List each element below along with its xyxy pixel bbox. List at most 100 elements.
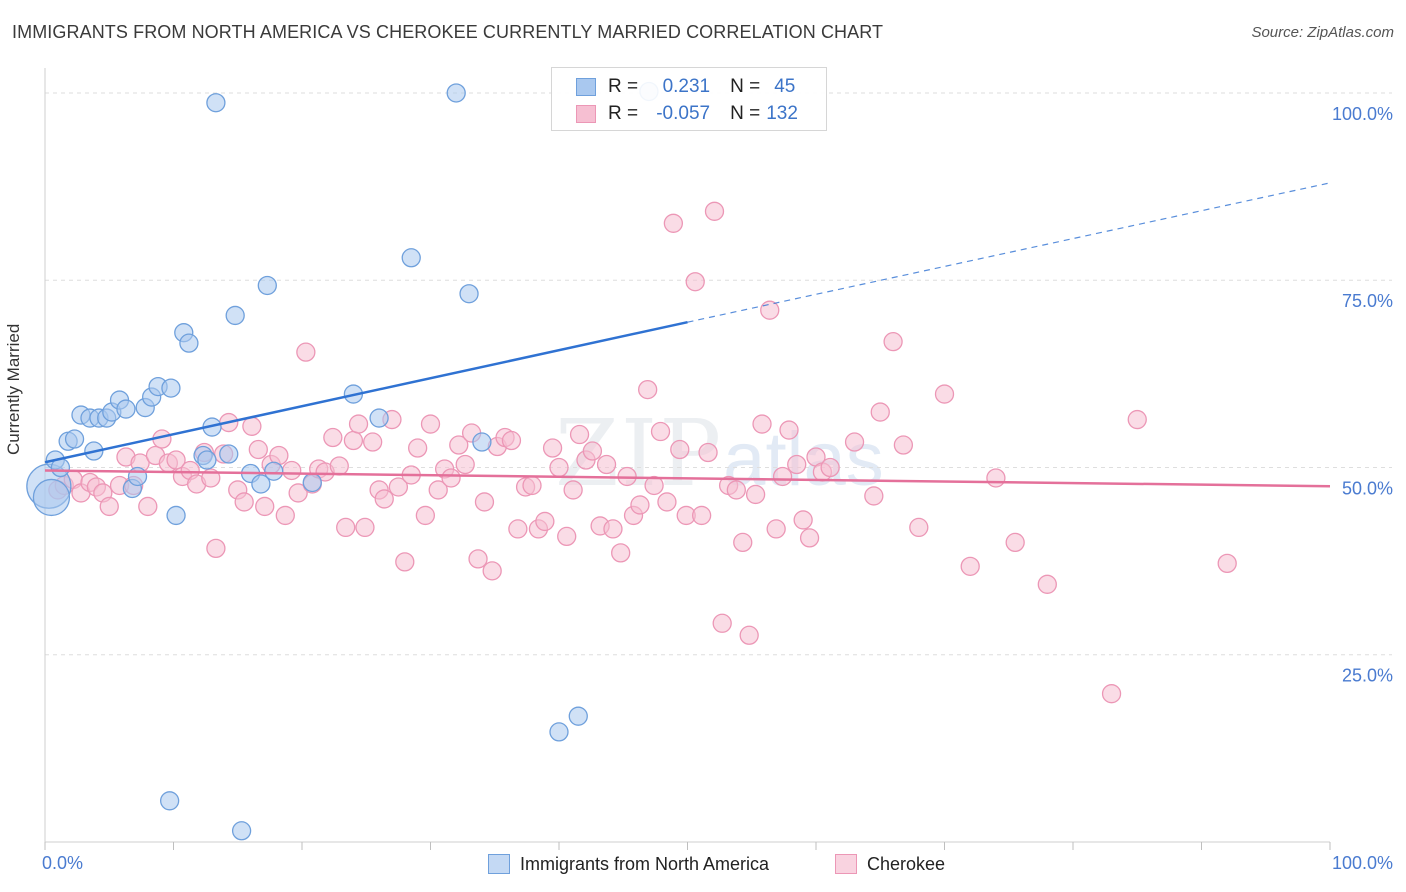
legend-row-immigrants: R = 0.231 N = 45 bbox=[576, 75, 795, 99]
cherokee-point bbox=[611, 543, 631, 563]
immigrants-trend-extension bbox=[687, 182, 1331, 323]
legend-item-immigrants: Immigrants from North America bbox=[488, 851, 769, 877]
cherokee-point bbox=[704, 201, 725, 221]
y-tick-label: 100.0% bbox=[1332, 104, 1393, 124]
y-axis-label: Currently Married bbox=[4, 323, 23, 455]
immigrants-point bbox=[264, 461, 284, 481]
immigrants-point bbox=[179, 333, 199, 353]
cherokee-point bbox=[820, 457, 840, 478]
cherokee-point bbox=[395, 552, 415, 572]
cherokee-point bbox=[793, 510, 813, 530]
cherokee-point bbox=[870, 402, 890, 422]
cherokee-point bbox=[582, 441, 603, 461]
cherokee-point bbox=[138, 496, 158, 517]
cherokee-point bbox=[468, 549, 488, 569]
correlation-legend: R = 0.231 N = 45 R = -0.057 N = 132 bbox=[551, 67, 827, 131]
axes bbox=[44, 68, 1331, 850]
cherokee-point bbox=[739, 625, 759, 645]
immigrants-point bbox=[116, 399, 136, 419]
cherokee-point bbox=[1005, 532, 1025, 553]
legend-r-value: -0.057 bbox=[656, 103, 711, 124]
cherokee-point bbox=[893, 435, 914, 455]
trend-lines bbox=[44, 182, 1331, 488]
legend-label-immigrants: Immigrants from North America bbox=[520, 853, 770, 874]
legend-n-value: 45 bbox=[774, 76, 796, 97]
x-tick-label: 0.0% bbox=[42, 853, 83, 873]
immigrants-point bbox=[225, 305, 245, 326]
cherokee-point bbox=[569, 424, 590, 445]
legend-item-cherokee: Cherokee bbox=[835, 851, 945, 877]
immigrants-point bbox=[257, 275, 277, 296]
cherokee-point bbox=[563, 480, 583, 500]
cherokee-trend-line bbox=[44, 469, 1331, 488]
cherokee-point bbox=[420, 414, 441, 434]
cherokee-point bbox=[779, 420, 799, 440]
cherokee-point bbox=[691, 505, 712, 526]
chart-title: IMMIGRANTS FROM NORTH AMERICA VS CHEROKE… bbox=[12, 22, 884, 42]
cherokee-point bbox=[336, 517, 356, 538]
immigrants-point bbox=[32, 478, 71, 517]
cherokee-point bbox=[630, 495, 650, 515]
cherokee-point bbox=[760, 300, 780, 320]
cherokee-point bbox=[663, 213, 684, 233]
tick-labels: 25.0% 50.0% 75.0% 100.0% 0.0% 100.0% bbox=[42, 104, 1393, 873]
cherokee-point bbox=[909, 517, 929, 538]
immigrants-trend-line bbox=[44, 320, 688, 464]
cherokee-point bbox=[282, 460, 302, 481]
cherokee-point bbox=[374, 489, 394, 509]
legend-swatch-immigrants bbox=[488, 854, 510, 874]
cherokee-point bbox=[248, 439, 268, 460]
cherokee-point bbox=[549, 457, 569, 478]
y-tick-label: 75.0% bbox=[1342, 291, 1393, 311]
cherokee-point bbox=[712, 613, 732, 633]
cherokee-point bbox=[329, 456, 349, 476]
immigrants-point bbox=[231, 821, 252, 841]
cherokee-point bbox=[745, 484, 766, 505]
cherokee-point bbox=[288, 483, 308, 503]
immigrants-point bbox=[161, 378, 181, 398]
cherokee-point bbox=[323, 427, 343, 448]
immigrants-point bbox=[369, 408, 389, 428]
immigrants-point bbox=[446, 83, 466, 103]
immigrants-point bbox=[302, 472, 322, 493]
cherokee-point bbox=[596, 454, 617, 475]
cherokee-point bbox=[482, 561, 502, 581]
cherokee-point bbox=[644, 475, 664, 496]
cherokee-point bbox=[296, 342, 316, 362]
cherokee-point bbox=[960, 556, 980, 577]
cherokee-point bbox=[535, 511, 555, 532]
cherokee-point bbox=[441, 468, 461, 488]
immigrants-point bbox=[401, 248, 421, 268]
cherokee-point bbox=[501, 430, 522, 451]
legend-swatch-cherokee bbox=[576, 105, 596, 123]
cherokee-point bbox=[864, 486, 884, 506]
cherokee-point bbox=[685, 272, 705, 292]
cherokee-point bbox=[986, 468, 1006, 488]
legend-row-cherokee: R = -0.057 N = 132 bbox=[576, 102, 798, 126]
cherokee-point bbox=[698, 442, 718, 463]
cherokee-point bbox=[733, 532, 753, 553]
cherokee-point bbox=[242, 416, 262, 436]
cherokee-point bbox=[522, 475, 542, 496]
cherokee-point bbox=[206, 538, 226, 559]
cherokee-point bbox=[603, 519, 623, 539]
cherokee-point bbox=[343, 430, 364, 451]
cherokee-point bbox=[752, 414, 772, 434]
cherokee-point bbox=[557, 526, 577, 547]
immigrants-point bbox=[159, 791, 180, 811]
legend-r-label: R = bbox=[608, 76, 639, 97]
cherokee-point bbox=[508, 519, 528, 539]
cherokee-point bbox=[638, 379, 658, 400]
immigrants-point bbox=[549, 722, 569, 742]
cherokee-point bbox=[455, 454, 475, 475]
legend-r-value: 0.231 bbox=[662, 76, 711, 97]
cherokee-point bbox=[407, 438, 428, 458]
immigrants-point bbox=[459, 284, 479, 304]
cherokee-point bbox=[1127, 409, 1147, 430]
cherokee-point bbox=[657, 492, 677, 512]
legend-n-label: N = bbox=[730, 103, 761, 124]
cherokee-point bbox=[166, 450, 186, 470]
cherokee-point bbox=[348, 414, 369, 434]
cherokee-point bbox=[415, 505, 436, 526]
cherokee-point bbox=[363, 432, 383, 452]
